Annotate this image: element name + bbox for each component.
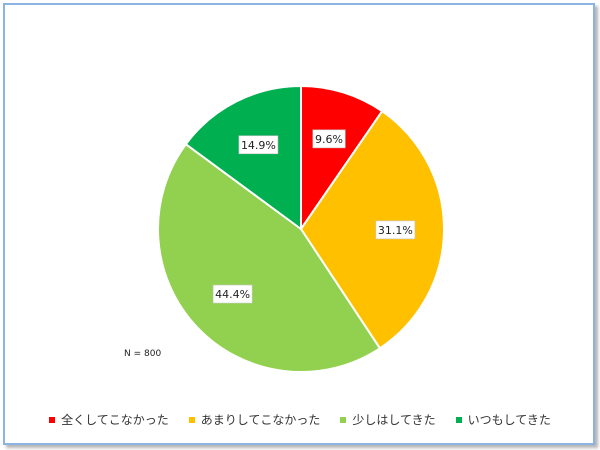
svg-text:44.4%: 44.4% bbox=[215, 288, 250, 301]
data-label-never: 9.6% bbox=[312, 129, 346, 149]
data-label-always: 14.9% bbox=[238, 135, 279, 155]
svg-text:9.6%: 9.6% bbox=[315, 133, 343, 146]
data-label-sometimes: 44.4% bbox=[212, 284, 253, 304]
data-label-rarely: 31.1% bbox=[375, 220, 416, 240]
legend-swatch-never bbox=[49, 416, 56, 423]
legend-label-rarely: あまりしてこなかった bbox=[200, 413, 321, 427]
pie-slice-never bbox=[300, 84, 384, 233]
svg-text:31.1%: 31.1% bbox=[378, 224, 413, 237]
legend-item-never: 全くしてこなかった bbox=[49, 411, 169, 428]
svg-text:14.9%: 14.9% bbox=[241, 139, 276, 152]
legend-item-rarely: あまりしてこなかった bbox=[188, 411, 321, 428]
legend-label-always: いつもしてきた bbox=[467, 413, 551, 427]
legend-label-sometimes: 少しはしてきた bbox=[352, 413, 436, 427]
legend-swatch-rarely bbox=[188, 416, 195, 423]
legend-swatch-always bbox=[455, 416, 462, 423]
pie-slice-always bbox=[184, 84, 302, 231]
legend-item-sometimes: 少しはしてきた bbox=[340, 411, 436, 428]
chart-legend: 全くしてこなかった あまりしてこなかった 少しはしてきた いつもしてきた bbox=[0, 411, 600, 428]
legend-label-never: 全くしてこなかった bbox=[61, 413, 169, 427]
sample-size-note: N = 800 bbox=[124, 349, 162, 359]
legend-swatch-sometimes bbox=[340, 416, 347, 423]
pie-slice-rarely bbox=[299, 109, 445, 350]
legend-item-always: いつもしてきた bbox=[455, 411, 551, 428]
pie-slice-sometimes bbox=[157, 142, 382, 373]
